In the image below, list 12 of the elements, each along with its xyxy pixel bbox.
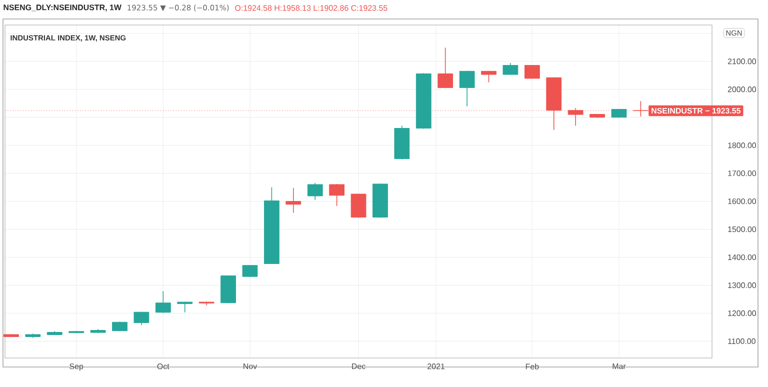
candlestick [242, 264, 258, 278]
candlestick [134, 311, 150, 326]
candlestick [329, 184, 344, 206]
candlestick [350, 193, 366, 218]
candlestick [155, 290, 171, 314]
candlestick [307, 182, 323, 200]
candlestick [524, 64, 540, 80]
candlestick [438, 47, 454, 89]
candlestick [286, 187, 302, 214]
candlestick [459, 70, 475, 107]
candlestick [502, 62, 518, 76]
candlestick [177, 301, 193, 313]
